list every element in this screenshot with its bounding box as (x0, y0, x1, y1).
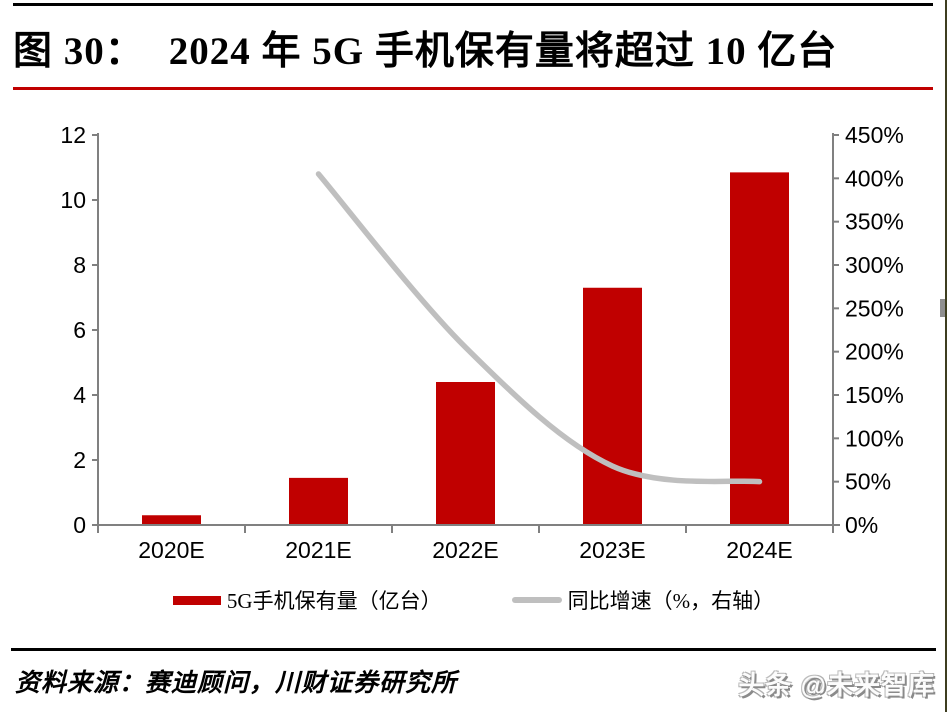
bar-series-label: 5G手机保有量（亿台） (226, 589, 442, 613)
bar-2023E (583, 287, 642, 525)
right-axis-tick-label: 400% (845, 165, 904, 191)
left-axis-tick-label: 2 (73, 447, 86, 473)
right-axis-tick-label: 100% (845, 425, 904, 451)
bar-2022E (436, 382, 495, 525)
bar-2024E (730, 172, 789, 525)
right-axis-tick-label: 150% (845, 382, 904, 408)
left-axis-tick-label: 12 (60, 122, 86, 148)
bottom-rule (11, 648, 936, 651)
line-series-swatch (511, 597, 562, 603)
legend-item-bar-series: 5G手机保有量（亿台） (172, 585, 442, 615)
top-rule (13, 3, 933, 6)
chart-legend: 5G手机保有量（亿台） 同比增速（%，右轴） (0, 585, 947, 615)
right-axis-tick-label: 50% (845, 469, 891, 495)
source-note: 资料来源：赛迪顾问，川财证券研究所 (15, 670, 458, 697)
left-axis-tick-label: 0 (73, 512, 86, 538)
right-axis-tick-label: 200% (845, 339, 904, 365)
left-axis-tick-label: 6 (73, 317, 86, 343)
x-axis-tick-label: 2022E (432, 537, 499, 563)
watermark-text: 头条 @未来智库 (738, 670, 935, 700)
bar-2020E (142, 515, 201, 525)
x-axis-tick-label: 2020E (138, 537, 205, 563)
right-axis-tick-label: 300% (845, 252, 904, 278)
title-underline-rule (13, 87, 933, 90)
right-axis-tick-label: 450% (845, 122, 904, 148)
x-axis-tick-label: 2023E (579, 537, 646, 563)
bar-2021E (289, 477, 348, 525)
left-axis-tick-label: 8 (73, 252, 86, 278)
x-axis-tick-label: 2024E (726, 537, 793, 563)
figure-number: 图 30： (13, 30, 145, 73)
screen-right-edge-line (945, 0, 947, 712)
figure-title-text: 2024 年 5G 手机保有量将超过 10 亿台 (168, 30, 838, 73)
figure-title: 图 30： 2024 年 5G 手机保有量将超过 10 亿台 (13, 20, 837, 76)
growth-line (315, 171, 763, 485)
x-axis-tick-label: 2021E (285, 537, 352, 563)
left-axis-tick-label: 4 (73, 382, 86, 408)
line-series-label: 同比增速（%，右轴） (567, 589, 775, 613)
right-axis-tick-label: 350% (845, 209, 904, 235)
left-axis-tick-label: 10 (60, 187, 86, 213)
bar-series-swatch (172, 595, 221, 605)
legend-item-line-series: 同比增速（%，右轴） (511, 585, 775, 615)
scrollbar-thumb[interactable] (940, 299, 945, 317)
right-axis-tick-label: 250% (845, 295, 904, 321)
right-axis-tick-label: 0% (845, 512, 878, 538)
